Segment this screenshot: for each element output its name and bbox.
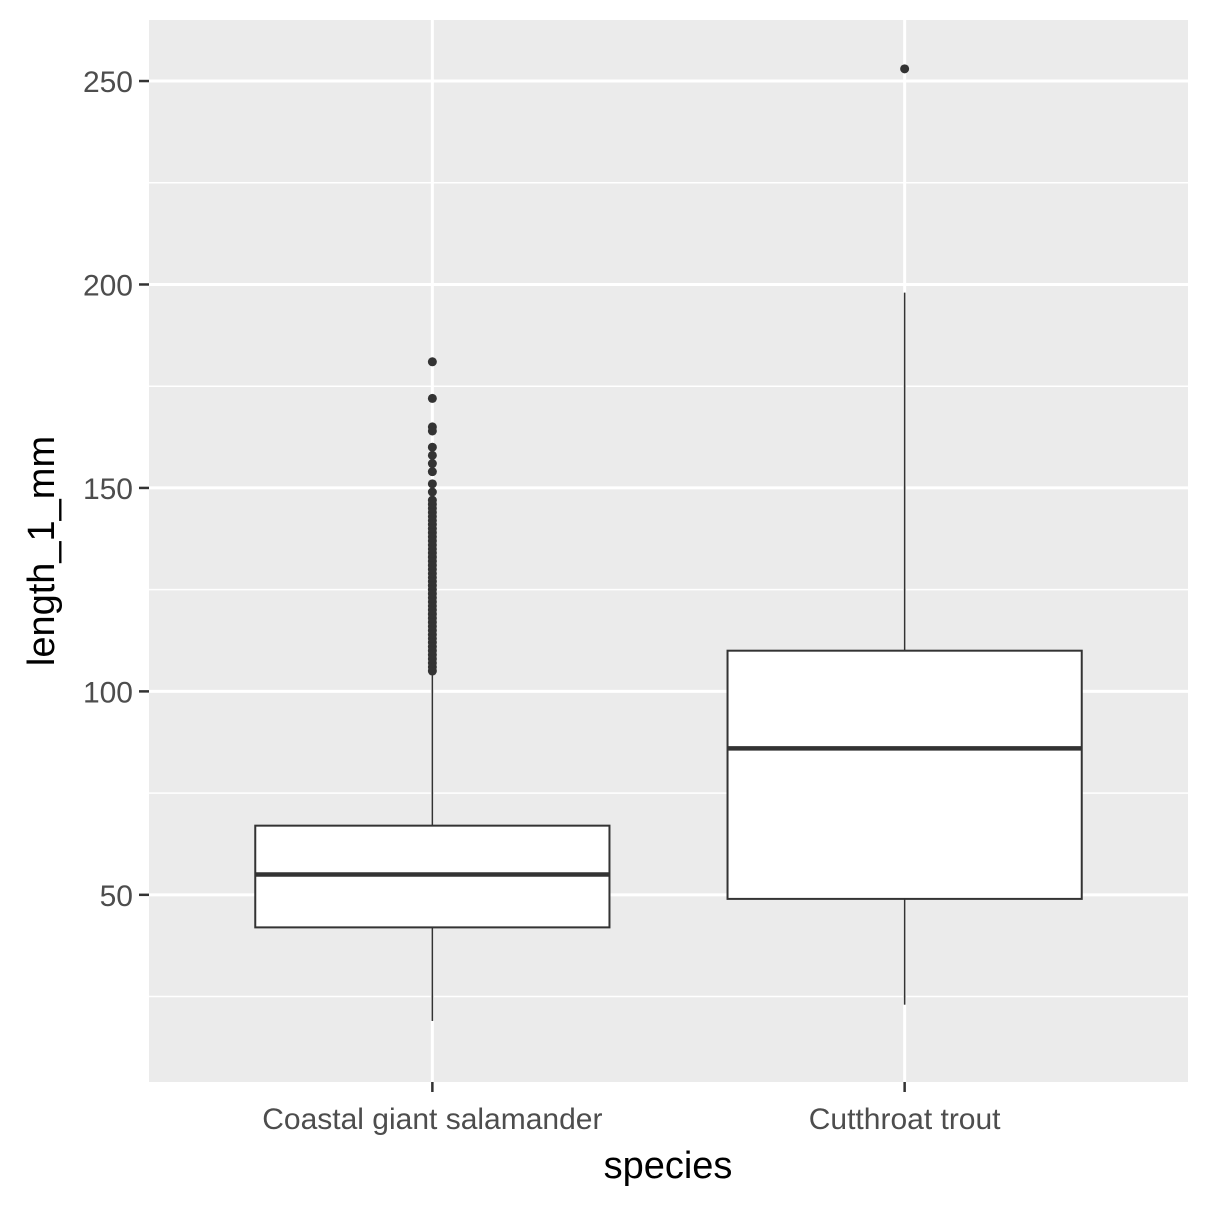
box-group bbox=[726, 64, 1083, 1005]
y-tick-label: 100 bbox=[83, 676, 133, 709]
outlier-point bbox=[427, 393, 437, 403]
y-tick-label: 250 bbox=[83, 66, 133, 99]
box-group bbox=[254, 357, 611, 1021]
boxes bbox=[254, 64, 1083, 1021]
outlier-point bbox=[427, 479, 437, 489]
x-tick-label: Cutthroat trout bbox=[809, 1103, 1001, 1136]
box-iqr bbox=[726, 649, 1083, 900]
outlier-point bbox=[427, 495, 437, 505]
outlier-point bbox=[427, 422, 437, 432]
y-tick-label: 50 bbox=[100, 880, 133, 913]
y-tick-label: 200 bbox=[83, 269, 133, 302]
outlier-point bbox=[427, 450, 437, 460]
outlier-point bbox=[900, 64, 910, 74]
outlier-point bbox=[427, 459, 437, 469]
x-axis-title: species bbox=[604, 1145, 733, 1187]
axes: 50 100 150 200 250 Coastal giant salamander Cu… bbox=[83, 66, 1001, 1136]
outlier-point bbox=[427, 442, 437, 452]
y-axis-title: length_1_mm bbox=[21, 436, 63, 666]
outlier-point bbox=[427, 487, 437, 497]
outlier-point bbox=[427, 357, 437, 367]
outlier-point bbox=[427, 467, 437, 477]
x-tick-label: Coastal giant salamander bbox=[262, 1103, 602, 1136]
y-tick-label: 150 bbox=[83, 473, 133, 506]
